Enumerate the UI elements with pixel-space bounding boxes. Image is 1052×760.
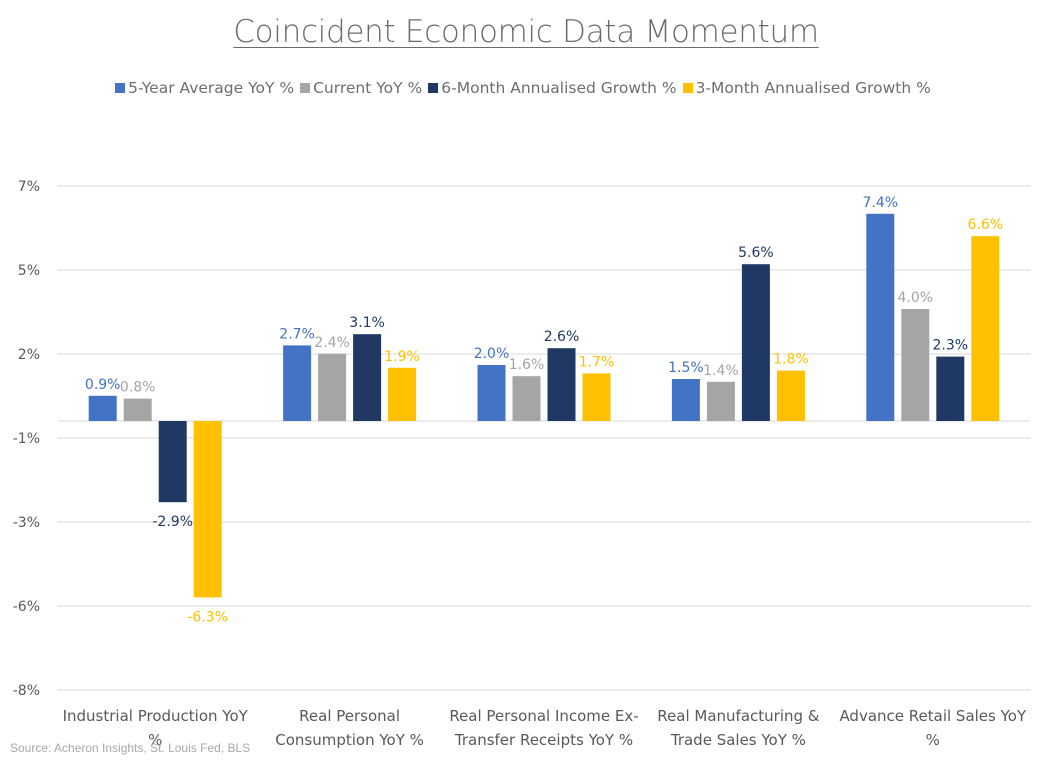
data-label: 0.8% (120, 380, 156, 396)
legend-label: Current YoY % (313, 79, 423, 97)
data-label: -2.9% (152, 514, 193, 530)
bar (88, 395, 117, 421)
x-category-label: Industrial Production YoY (63, 707, 249, 725)
y-tick-label: -3% (13, 515, 40, 531)
bar (318, 353, 347, 421)
data-label: 1.7% (579, 354, 615, 370)
y-tick-label: -6% (13, 599, 40, 615)
bar (741, 264, 770, 421)
bar (283, 345, 312, 421)
y-tick-label: 2% (18, 347, 40, 363)
bar (971, 236, 1000, 421)
data-label: 5.6% (738, 245, 774, 261)
y-tick-label: 5% (18, 263, 40, 279)
bar (388, 367, 417, 421)
x-category-label: Transfer Receipts YoY % (454, 731, 633, 749)
data-label: 1.6% (509, 357, 545, 373)
bar (901, 309, 930, 421)
data-label: 6.6% (968, 217, 1004, 233)
data-label: 0.9% (85, 377, 121, 393)
data-label: 1.8% (773, 352, 809, 368)
bar (353, 334, 382, 421)
source-note: Source: Acheron Insights, St. Louis Fed,… (10, 741, 251, 755)
chart-legend: 5-Year Average YoY % Current YoY % 6-Month… (0, 79, 1052, 97)
data-label: 2.6% (544, 329, 580, 345)
x-category-label: Real Personal Income Ex- (449, 707, 638, 725)
x-category-label: Trade Sales YoY % (670, 731, 806, 749)
y-tick-label: 7% (18, 179, 40, 195)
x-category-label: % (926, 731, 940, 749)
x-category-label: Consumption YoY % (275, 731, 424, 749)
legend-item: Current YoY % (300, 79, 422, 97)
y-tick-label: -8% (13, 683, 40, 699)
bar (512, 376, 541, 421)
bar (193, 421, 222, 598)
data-label: 1.9% (384, 349, 420, 365)
data-label: 1.4% (703, 363, 739, 379)
x-category-label: % (148, 731, 162, 749)
data-label: 1.5% (668, 360, 704, 376)
legend-label: 6-Month Annualised Growth % (441, 79, 677, 97)
bar (671, 379, 700, 421)
x-category-label: Real Manufacturing & (657, 707, 819, 725)
bar (776, 370, 805, 421)
legend-swatch (428, 83, 439, 93)
y-tick-label: -1% (13, 431, 40, 447)
legend-swatch (300, 83, 311, 93)
legend-label: 3-Month Annualised Growth % (695, 79, 931, 97)
legend-item: 5-Year Average YoY % (115, 79, 294, 97)
x-category-label: Advance Retail Sales YoY (839, 707, 1027, 725)
data-label: 2.7% (279, 326, 315, 342)
legend-swatch (115, 83, 126, 93)
data-label: 2.4% (314, 335, 350, 351)
legend-item: 3-Month Annualised Growth % (682, 79, 931, 97)
chart-title: Coincident Economic Data Momentum (233, 14, 819, 50)
data-label: 2.0% (474, 346, 510, 362)
bar (706, 381, 735, 421)
bar (582, 373, 611, 421)
data-label: 4.0% (898, 290, 934, 306)
bar (158, 421, 187, 503)
legend-item: 6-Month Annualised Growth % (428, 79, 677, 97)
legend-label: 5-Year Average YoY % (128, 79, 295, 97)
bar (547, 348, 576, 421)
bar (477, 365, 506, 421)
bar (866, 213, 895, 421)
data-label: 2.3% (933, 338, 969, 354)
x-category-label: Real Personal (299, 707, 400, 725)
data-label: 3.1% (349, 315, 385, 331)
legend-swatch (682, 83, 693, 93)
data-label: -6.3% (187, 609, 228, 625)
data-label: 7.4% (863, 195, 899, 211)
bar (123, 398, 152, 421)
bar (936, 356, 965, 421)
